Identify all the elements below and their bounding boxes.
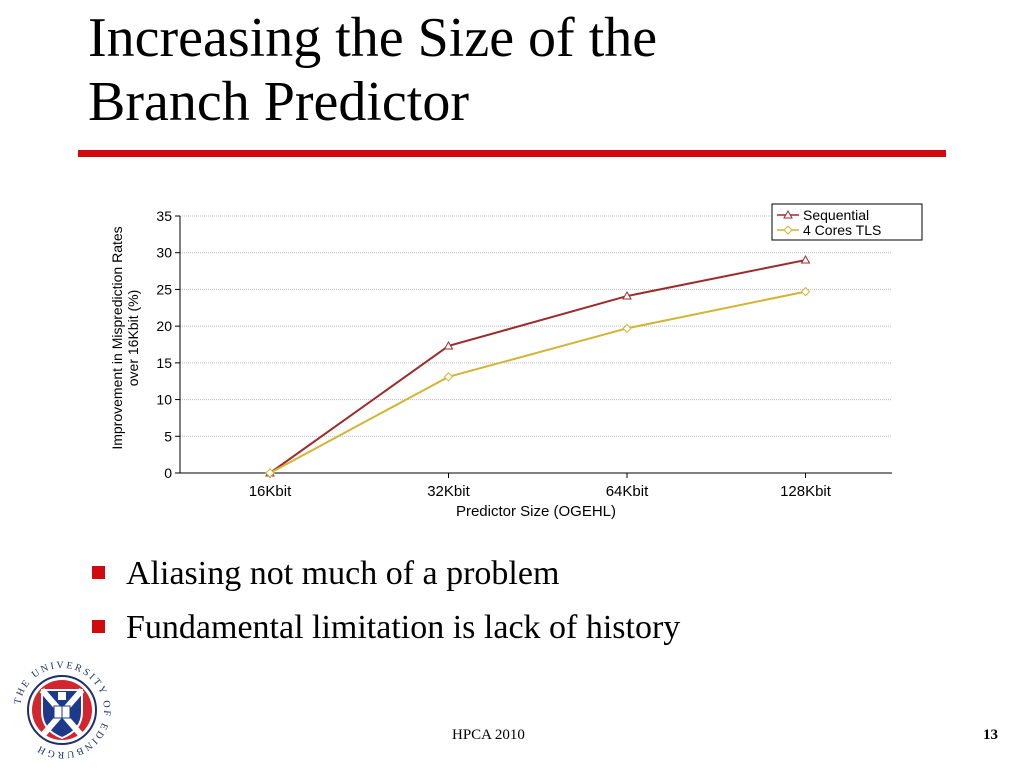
data-point xyxy=(800,255,811,264)
chart-gridlines xyxy=(180,215,892,437)
y-tick-label: 5 xyxy=(164,428,172,444)
crest-svg: THE UNIVERSITY OF EDINBURGH xyxy=(12,660,110,760)
legend-label: 4 Cores TLS xyxy=(803,222,881,238)
y-tick-label: 10 xyxy=(156,392,172,408)
chart-axes xyxy=(179,216,892,474)
bullet-item: Aliasing not much of a problem xyxy=(92,552,952,606)
chart-ticks: 0 5 10 15 20 25 30 35 16Kbit 32Kbit 64Kbit 128Kbit xyxy=(156,208,831,500)
line-chart: 0 5 10 15 20 25 30 35 16Kbit 32Kbit 64Kbit 128Kbit … xyxy=(100,198,930,528)
x-tick-label: 16Kbit xyxy=(249,483,292,500)
title-divider xyxy=(78,150,946,157)
series-line xyxy=(269,259,806,474)
data-point xyxy=(443,340,454,350)
y-tick-label: 15 xyxy=(156,355,172,371)
x-tick-label: 128Kbit xyxy=(780,483,832,500)
legend-swatch-marker xyxy=(783,225,793,235)
footer-text: HPCA 2010 xyxy=(452,727,525,743)
page-number: 13 xyxy=(983,727,998,743)
x-tick-label: 32Kbit xyxy=(427,483,470,500)
y-tick-label: 30 xyxy=(156,245,172,261)
bullet-square-icon xyxy=(92,566,105,579)
x-tick-label: 64Kbit xyxy=(606,483,649,500)
y-tick-label: 0 xyxy=(164,465,172,481)
y-axis-label-line-2: over 16Kbit (%) xyxy=(125,290,141,386)
slide-title-line-2: Branch Predictor xyxy=(88,71,469,133)
x-axis-label: Predictor Size (OGEHL) xyxy=(456,503,616,520)
bullet-list: Aliasing not much of a problem Fundament… xyxy=(92,552,952,660)
y-axis-label-line-1: Improvement in Misprediction Rates xyxy=(109,226,125,449)
bullet-text: Fundamental limitation is lack of histor… xyxy=(126,609,681,646)
legend-box xyxy=(771,203,923,241)
data-point xyxy=(800,286,811,297)
university-of-edinburgh-crest-icon: THE UNIVERSITY OF EDINBURGH xyxy=(12,660,112,760)
data-point xyxy=(443,372,454,382)
legend-swatch-marker xyxy=(783,209,793,219)
y-tick-label: 20 xyxy=(156,318,172,334)
bullet-text: Aliasing not much of a problem xyxy=(126,555,560,592)
series-line xyxy=(269,290,806,474)
slide-title-line-1: Increasing the Size of the xyxy=(88,7,658,69)
chart-series xyxy=(265,255,811,478)
data-point xyxy=(622,323,632,334)
legend-label: Sequential xyxy=(803,207,869,223)
slide-title: Increasing the Size of the Branch Predic… xyxy=(88,6,968,134)
y-tick-label: 25 xyxy=(156,281,172,297)
bullet-square-icon xyxy=(92,620,105,633)
bullet-item: Fundamental limitation is lack of histor… xyxy=(92,606,952,660)
data-point xyxy=(622,291,632,300)
y-tick-label: 35 xyxy=(156,208,172,224)
data-point xyxy=(265,468,275,478)
